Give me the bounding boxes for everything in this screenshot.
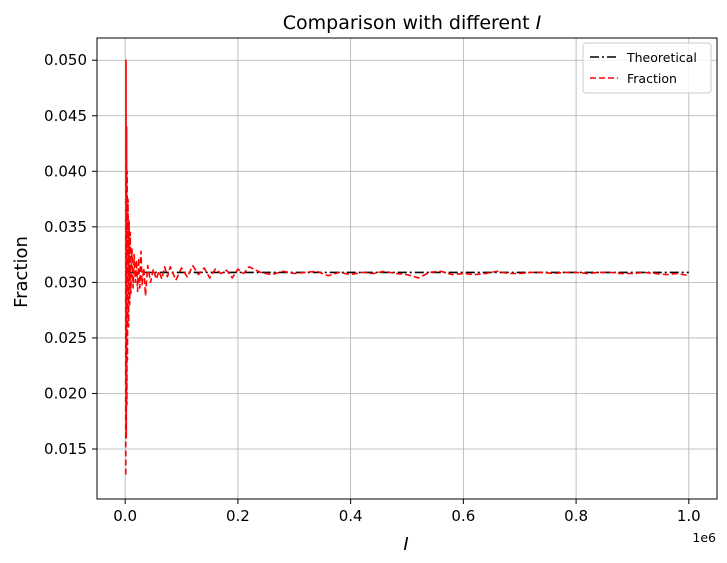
y-tick-label: 0.015 [44,440,87,458]
y-tick-label: 0.035 [44,218,87,236]
x-tick-label: 0.6 [451,507,475,525]
plot-frame [96,37,718,500]
chart-title-symbol: I [536,12,542,34]
chart-title: Comparison with different I [283,12,542,34]
y-tick-label: 0.025 [44,329,87,347]
legend-label-theoretical: Theoretical [626,50,697,65]
legend-box [582,42,712,94]
x-axis-offset-text: 1e6 [692,530,716,545]
y-tick-label: 0.045 [44,107,87,125]
y-axis-label: Fraction [11,236,32,308]
x-axis-ticks: 0.0 0.2 0.4 0.6 0.8 1.0 [113,499,701,525]
y-axis-ticks: 0.015 0.020 0.025 0.030 0.035 0.040 0.045 0.050 [44,51,97,458]
x-tick-label: 0.4 [339,507,363,525]
grid-lines [97,38,717,499]
y-tick-label: 0.030 [44,273,87,291]
y-tick-label: 0.040 [44,162,87,180]
x-tick-label: 0.2 [226,507,250,525]
x-tick-label: 1.0 [677,507,701,525]
x-tick-label: 0.0 [113,507,137,525]
series-line-fraction [124,59,689,475]
legend-label-fraction: Fraction [627,71,677,86]
x-tick-label: 0.8 [564,507,588,525]
y-tick-label: 0.050 [44,51,87,69]
x-axis-label: I [403,534,408,555]
y-tick-label: 0.020 [44,384,87,402]
series-layer [124,59,689,475]
legend: Theoretical Fraction [582,42,712,94]
